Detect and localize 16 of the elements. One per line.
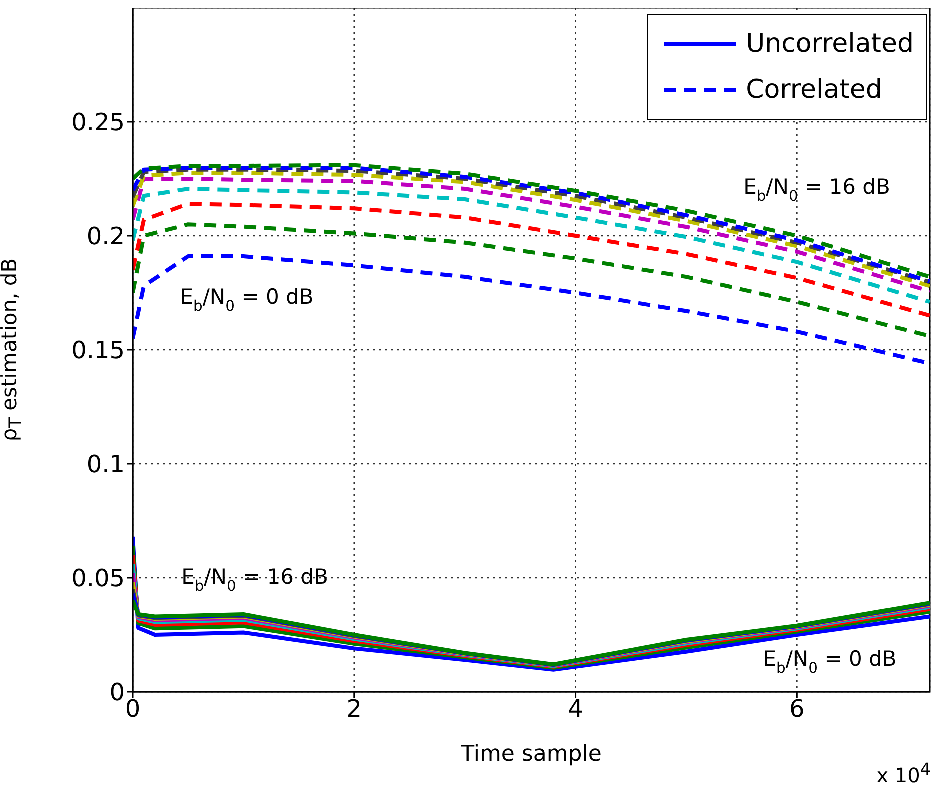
- annotation: E$_{b}$/N$_{0}$ = 16 dB: [182, 564, 328, 595]
- annotation: E$_{b}$/N$_{0}$ = 0 dB: [180, 284, 314, 315]
- x-tick-label: 6: [790, 695, 805, 724]
- x-axis-title: Time sample: [461, 742, 602, 767]
- x-tick-label: 2: [346, 695, 362, 724]
- y-tick-label: 0.25: [72, 108, 125, 137]
- y-tick-label: 0.15: [72, 336, 125, 365]
- legend-label: Uncorrelated: [746, 29, 914, 59]
- y-tick-label: 0.05: [72, 564, 125, 593]
- text: x 10$^{4}$: [876, 760, 931, 788]
- y-tick-label: 0.1: [86, 450, 125, 479]
- annotation: E$_{b}$/N$_{0}$ = 16 dB: [744, 174, 890, 205]
- y-tick-label: 0.2: [86, 222, 125, 251]
- annotation: E$_{b}$/N$_{0}$ = 0 dB: [763, 646, 897, 677]
- x-tick-label: 4: [568, 695, 584, 724]
- legend-label: Correlated: [746, 75, 882, 105]
